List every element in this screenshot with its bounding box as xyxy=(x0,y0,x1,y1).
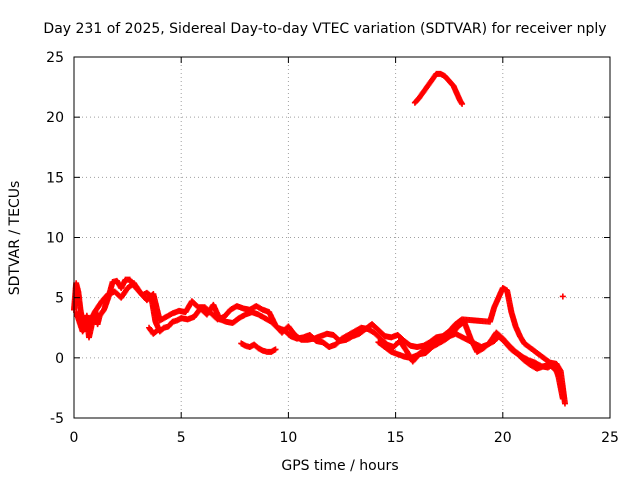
x-tick-label: 0 xyxy=(70,430,79,446)
x-tick-label: 20 xyxy=(494,430,512,446)
data-points xyxy=(71,70,568,407)
y-tick-label: 15 xyxy=(46,170,64,186)
lower-band-point xyxy=(272,346,279,353)
lower-band-point xyxy=(153,328,160,335)
y-tick-label: 25 xyxy=(46,50,64,66)
y-tick-label: 10 xyxy=(46,231,64,247)
x-tick-label: 10 xyxy=(279,430,297,446)
y-tick-label: -5 xyxy=(50,411,64,427)
y-axis-label: SDTVAR / TECUs xyxy=(7,181,23,296)
x-tick-label: 5 xyxy=(177,430,186,446)
x-axis-label: GPS time / hours xyxy=(281,458,398,474)
y-tick-label: 0 xyxy=(55,351,64,367)
upper-band-point xyxy=(561,400,568,407)
arc-segment-point xyxy=(459,100,466,107)
grid-lines xyxy=(74,57,610,418)
x-tick-label: 15 xyxy=(387,430,405,446)
outlier-point xyxy=(559,293,566,300)
x-tick-label: 25 xyxy=(601,430,619,446)
axis-ticks: 0 5 10 15 20 25 -5 0 5 10 15 20 25 xyxy=(46,50,619,446)
lower-band-point xyxy=(154,327,161,334)
lower-band-point xyxy=(555,370,562,377)
y-tick-label: 5 xyxy=(55,291,64,307)
lower-band-point xyxy=(554,369,561,376)
chart-title: Day 231 of 2025, Sidereal Day-to-day VTE… xyxy=(43,21,606,37)
y-tick-label: 20 xyxy=(46,110,64,126)
